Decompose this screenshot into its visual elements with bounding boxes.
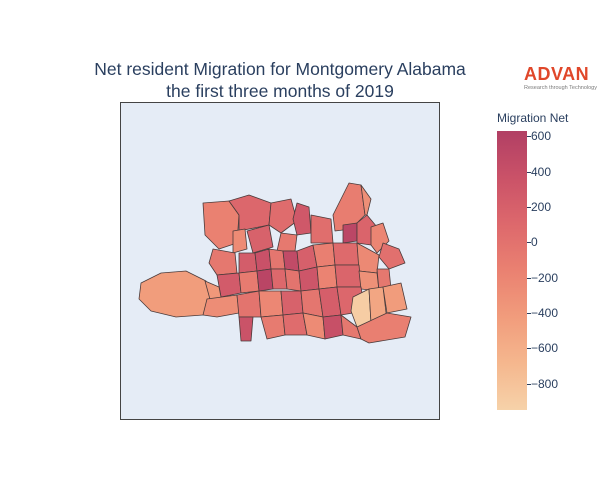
tract[interactable]	[356, 312, 412, 344]
tract[interactable]	[202, 294, 240, 318]
colorbar-tick-mark	[527, 171, 531, 173]
tract[interactable]	[342, 222, 358, 244]
colorbar-tick-mark	[527, 312, 531, 314]
title-line-2: the first three months of 2019	[166, 81, 394, 101]
tract[interactable]	[284, 268, 302, 292]
tract[interactable]	[292, 202, 312, 236]
colorbar-tick-label: 0	[531, 235, 538, 250]
colorbar-tick-mark	[527, 383, 531, 385]
colorbar-tick-label: 600	[531, 129, 552, 144]
tract[interactable]	[260, 314, 286, 340]
tract[interactable]	[280, 290, 304, 316]
tract[interactable]	[270, 268, 288, 290]
colorbar-tick-mark	[527, 242, 531, 244]
tract[interactable]	[232, 228, 248, 254]
tract[interactable]	[238, 316, 254, 342]
tract[interactable]	[246, 224, 274, 254]
colorbar	[497, 131, 527, 410]
census-tracts	[138, 182, 412, 344]
tract[interactable]	[282, 250, 300, 272]
colorbar-tick-label: −600	[531, 341, 559, 356]
tract[interactable]	[310, 214, 334, 244]
tract[interactable]	[254, 248, 272, 272]
tract[interactable]	[238, 252, 258, 274]
colorbar-tick-mark	[527, 136, 531, 138]
tract[interactable]	[312, 242, 336, 268]
colorbar-tick-label: −800	[531, 376, 559, 391]
colorbar-gradient	[497, 131, 527, 410]
tract[interactable]	[268, 198, 298, 234]
tract[interactable]	[334, 264, 362, 288]
tract[interactable]	[238, 270, 260, 294]
colorbar-tick-mark	[527, 206, 531, 208]
colorbar-tick-label: −200	[531, 270, 559, 285]
tract[interactable]	[268, 248, 286, 270]
colorbar-tick-mark	[527, 348, 531, 350]
title-line-1: Net resident Migration for Montgomery Al…	[94, 59, 466, 79]
colorbar-tick-label: 400	[531, 164, 552, 179]
tract[interactable]	[276, 232, 298, 252]
tract[interactable]	[138, 270, 212, 318]
advan-logo: ADVAN Research through Technology	[524, 64, 597, 91]
tract[interactable]	[316, 264, 338, 290]
map-plot-area[interactable]	[120, 102, 440, 420]
tract[interactable]	[298, 266, 320, 292]
logo-wordmark: ADVAN	[524, 64, 590, 84]
tract[interactable]	[236, 290, 262, 318]
choropleth-map[interactable]	[121, 103, 439, 419]
colorbar-title: Migration Net	[497, 111, 569, 125]
tract[interactable]	[382, 282, 408, 314]
colorbar-tick-mark	[527, 277, 531, 279]
tract[interactable]	[378, 242, 406, 270]
colorbar-tick-label: −400	[531, 305, 559, 320]
tract[interactable]	[256, 268, 274, 292]
tract[interactable]	[332, 242, 360, 266]
chart-title: Net resident Migration for Montgomery Al…	[40, 58, 520, 102]
tract[interactable]	[322, 314, 344, 340]
colorbar-tick-label: 200	[531, 199, 552, 214]
logo-tagline: Research through Technology	[524, 85, 597, 91]
tract[interactable]	[208, 248, 238, 276]
tract[interactable]	[258, 290, 284, 318]
